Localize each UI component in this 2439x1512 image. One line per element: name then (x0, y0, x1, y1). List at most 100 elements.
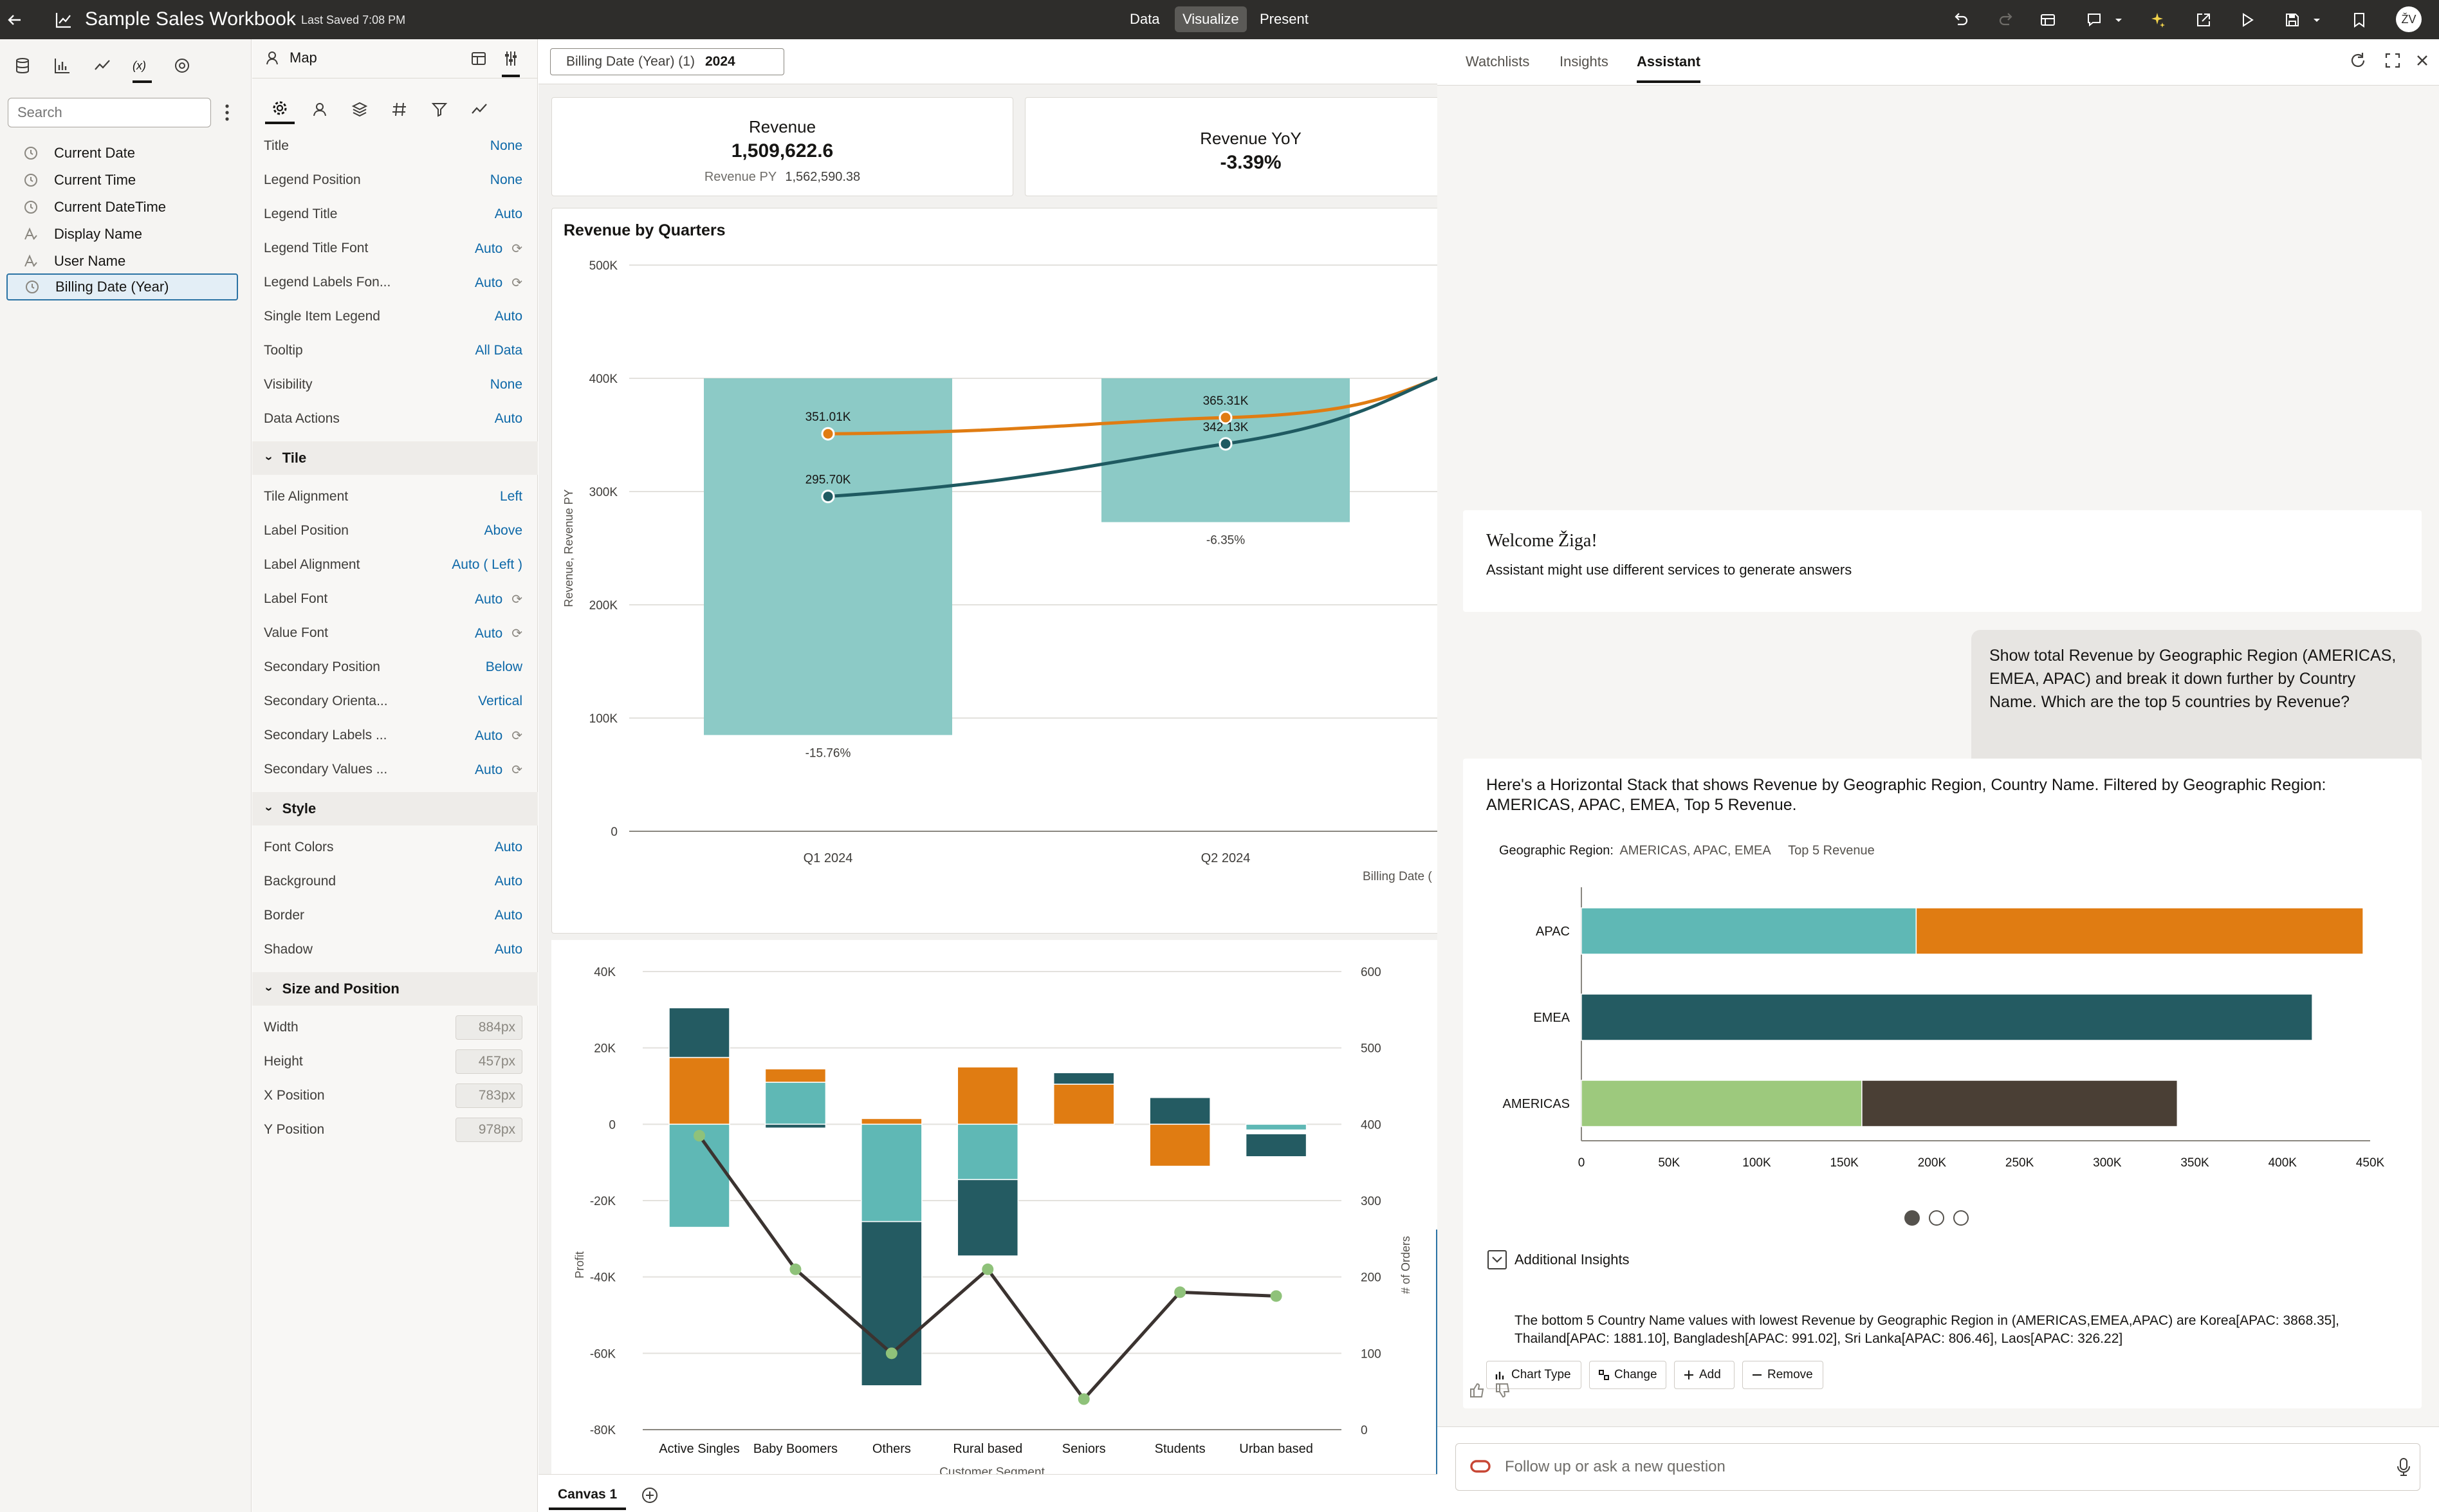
property-row[interactable]: Border Auto (264, 899, 522, 932)
property-row[interactable]: Label Position Above (264, 514, 522, 548)
property-value[interactable]: Auto (494, 874, 522, 889)
thumbs-down-icon[interactable] (1494, 1381, 1512, 1403)
export-icon[interactable] (2189, 5, 2218, 35)
property-row[interactable]: Secondary Values ... Auto (264, 753, 522, 786)
variable-display-name[interactable]: Display Name (6, 221, 238, 248)
assistant-question-input[interactable]: Follow up or ask a new question (1455, 1443, 2420, 1491)
more-options-icon[interactable] (223, 102, 232, 126)
bookmark-icon[interactable] (2344, 5, 2374, 35)
revenue-tile[interactable]: Revenue 1,509,622.6 Revenue PY 1,562,590… (551, 97, 1013, 196)
redo-icon[interactable] (1992, 5, 2021, 35)
property-row[interactable]: Legend Title Font Auto (264, 232, 522, 265)
property-value[interactable]: Auto (494, 840, 522, 854)
avatar[interactable]: ŽV (2396, 6, 2422, 32)
property-row[interactable]: Label Alignment Auto ( Left ) (264, 548, 522, 582)
property-value[interactable]: Auto (475, 241, 522, 257)
change-button[interactable]: Change (1589, 1361, 1666, 1389)
property-row[interactable]: Label Font Auto (264, 582, 522, 616)
revenue-by-quarters-chart[interactable]: Revenue by Quarters 0 100K 200K 300K 400K 500… (551, 208, 1437, 934)
additional-insights-label[interactable]: Additional Insights (1514, 1251, 1630, 1268)
property-value[interactable]: Vertical (478, 694, 522, 708)
property-value[interactable]: Auto (494, 942, 522, 957)
refresh-icon[interactable] (2348, 51, 2368, 73)
tab-data[interactable]: Data (1130, 11, 1160, 27)
section-size-position[interactable]: › Size and Position (252, 972, 538, 1006)
back-arrow-icon[interactable] (0, 5, 30, 35)
property-row[interactable]: Secondary Position Below (264, 650, 522, 684)
number-format-hash-icon[interactable] (385, 95, 414, 124)
properties-sliders-icon[interactable] (502, 50, 520, 77)
revenue-yoy-tile[interactable]: Revenue YoY -3.39% (1025, 97, 1437, 196)
play-preview-icon[interactable] (2232, 5, 2262, 35)
section-tile[interactable]: › Tile (252, 441, 538, 475)
property-row[interactable]: Legend Title Auto (264, 198, 522, 231)
property-row[interactable]: Tooltip All Data (264, 334, 522, 367)
variable-current-date[interactable]: Current Date (6, 140, 238, 167)
add-button[interactable]: Add (1674, 1361, 1735, 1389)
property-value-input[interactable]: 884px (456, 1015, 522, 1040)
property-value[interactable]: Auto (475, 625, 522, 641)
save-options-chevron-icon[interactable] (2307, 5, 2326, 35)
analytics-icon[interactable] (87, 51, 117, 80)
variables-icon[interactable]: (x) (127, 51, 157, 83)
remove-button[interactable]: Remove (1742, 1361, 1823, 1389)
collapse-insights-chevron-icon[interactable] (1487, 1250, 1507, 1269)
property-value-input[interactable]: 978px (456, 1118, 522, 1142)
data-panel-icon[interactable] (2033, 5, 2063, 35)
property-value-input[interactable]: 457px (456, 1049, 522, 1074)
filter-pill-billing-date[interactable]: Billing Date (Year) (1) 2024 (550, 48, 784, 75)
thumbs-up-icon[interactable] (1468, 1381, 1486, 1403)
database-icon[interactable] (8, 51, 37, 80)
save-icon[interactable] (2278, 5, 2307, 35)
property-row[interactable]: Value Font Auto (264, 616, 522, 650)
property-value[interactable]: Auto (494, 309, 522, 324)
layers-icon[interactable] (345, 95, 374, 124)
map-layer-pin-icon[interactable] (305, 95, 335, 124)
property-value[interactable]: None (490, 377, 522, 392)
property-value-input[interactable]: 783px (456, 1083, 522, 1108)
pagination-dot-3[interactable] (1953, 1210, 1969, 1226)
property-row[interactable]: Title None (264, 129, 522, 163)
tab-insights[interactable]: Insights (1560, 53, 1608, 69)
property-value[interactable]: Above (484, 523, 522, 538)
property-row[interactable]: Legend Labels Fon... Auto (264, 266, 522, 299)
property-row[interactable]: Font Colors Auto (264, 831, 522, 864)
filter-icon[interactable] (425, 95, 454, 124)
property-row[interactable]: Secondary Orienta... Vertical (264, 685, 522, 718)
property-row[interactable]: Data Actions Auto (264, 402, 522, 436)
section-style[interactable]: › Style (252, 792, 538, 825)
variable-billing-date-year[interactable]: Billing Date (Year) (6, 273, 238, 300)
variable-user-name[interactable]: User Name (6, 248, 238, 275)
visualizations-icon[interactable] (48, 51, 77, 80)
property-row[interactable]: Secondary Labels ... Auto (264, 719, 522, 752)
canvas-tab-1[interactable]: Canvas 1 (549, 1482, 627, 1510)
auto-insights-sparkle-icon[interactable] (2142, 5, 2172, 35)
property-value[interactable]: Auto (494, 411, 522, 426)
workbook-title[interactable]: Sample Sales Workbook (85, 8, 296, 30)
tab-watchlists[interactable]: Watchlists (1466, 53, 1530, 69)
analytics-trend-icon[interactable] (465, 95, 494, 124)
property-row[interactable]: Visibility None (264, 368, 522, 401)
property-value[interactable]: Left (499, 489, 522, 504)
close-icon[interactable] (2414, 52, 2431, 72)
property-value[interactable]: Below (485, 659, 522, 674)
property-value[interactable]: Auto (475, 728, 522, 744)
microphone-icon[interactable] (2395, 1457, 2412, 1480)
property-value[interactable]: None (490, 138, 522, 153)
tab-assistant[interactable]: Assistant (1637, 51, 1701, 83)
tab-visualize[interactable]: Visualize (1175, 6, 1247, 32)
profit-by-segment-chart[interactable]: -80K -60K -40K -20K 0 20K 40K 0 100 200 300 400 500 6… (551, 940, 1437, 1500)
pagination-dot-2[interactable] (1929, 1210, 1944, 1226)
property-value[interactable]: Auto ( Left ) (452, 557, 522, 572)
layout-icon[interactable] (470, 50, 488, 71)
property-value[interactable]: Auto (475, 591, 522, 607)
search-input[interactable] (8, 98, 211, 127)
property-value[interactable]: All Data (475, 343, 522, 358)
property-row[interactable]: Single Item Legend Auto (264, 300, 522, 333)
variable-current-datetime[interactable]: Current DateTime (6, 194, 238, 221)
property-row[interactable]: Shadow Auto (264, 933, 522, 966)
property-value[interactable]: Auto (494, 908, 522, 923)
comments-icon[interactable] (2079, 5, 2109, 35)
undo-icon[interactable] (1946, 5, 1975, 35)
variable-current-time[interactable]: Current Time (6, 167, 238, 194)
